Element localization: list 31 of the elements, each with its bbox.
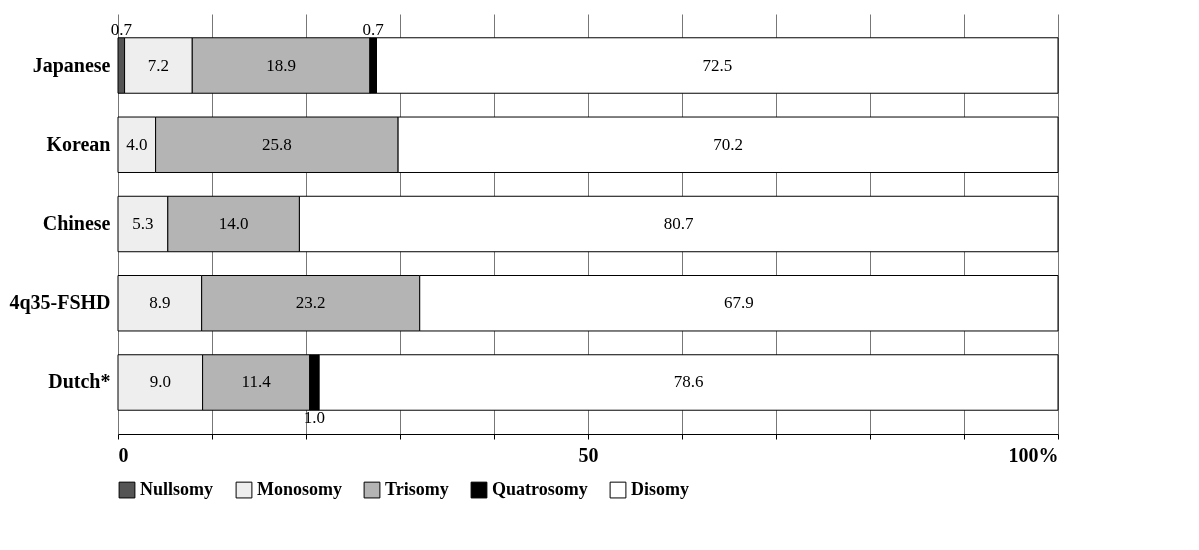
y-tick-label: Korean	[46, 132, 111, 155]
y-tick-label: Japanese	[32, 53, 111, 77]
data-label: 4.0	[126, 134, 148, 154]
y-tick-label: Chinese	[42, 212, 111, 234]
data-label: 0.7	[110, 19, 133, 39]
data-label: 70.2	[713, 134, 743, 154]
data-label: 14.0	[218, 214, 249, 233]
data-label: 7.2	[147, 55, 170, 75]
data-label: 11.4	[241, 372, 272, 392]
data-label: 67.9	[723, 293, 754, 313]
y-tick-label: 4q35-FSHD	[9, 291, 111, 315]
data-label: 1.0	[303, 408, 326, 428]
data-label: 9.0	[149, 372, 171, 392]
legend-label: Nullsomy	[140, 479, 214, 500]
data-label: 80.7	[663, 214, 695, 233]
data-label: 5.3	[132, 214, 154, 233]
data-label: 25.8	[261, 134, 292, 154]
legend-label: Quatrosomy	[492, 479, 588, 500]
legend-label: Disomy	[631, 479, 689, 500]
data-label: 8.9	[149, 293, 171, 313]
x-tick-label: 100%	[1008, 443, 1059, 466]
legend-label: Trisomy	[385, 479, 449, 500]
data-label: 18.9	[266, 55, 296, 75]
x-tick-label: 50	[578, 443, 599, 466]
x-tick-label: 0	[118, 443, 129, 466]
data-label: 23.2	[295, 293, 326, 313]
y-tick-label: Dutch*	[48, 370, 111, 393]
data-label: 72.5	[702, 55, 733, 75]
legend-label: Monosomy	[257, 479, 342, 500]
data-label: 0.7	[362, 19, 385, 39]
data-label: 78.6	[673, 372, 704, 392]
